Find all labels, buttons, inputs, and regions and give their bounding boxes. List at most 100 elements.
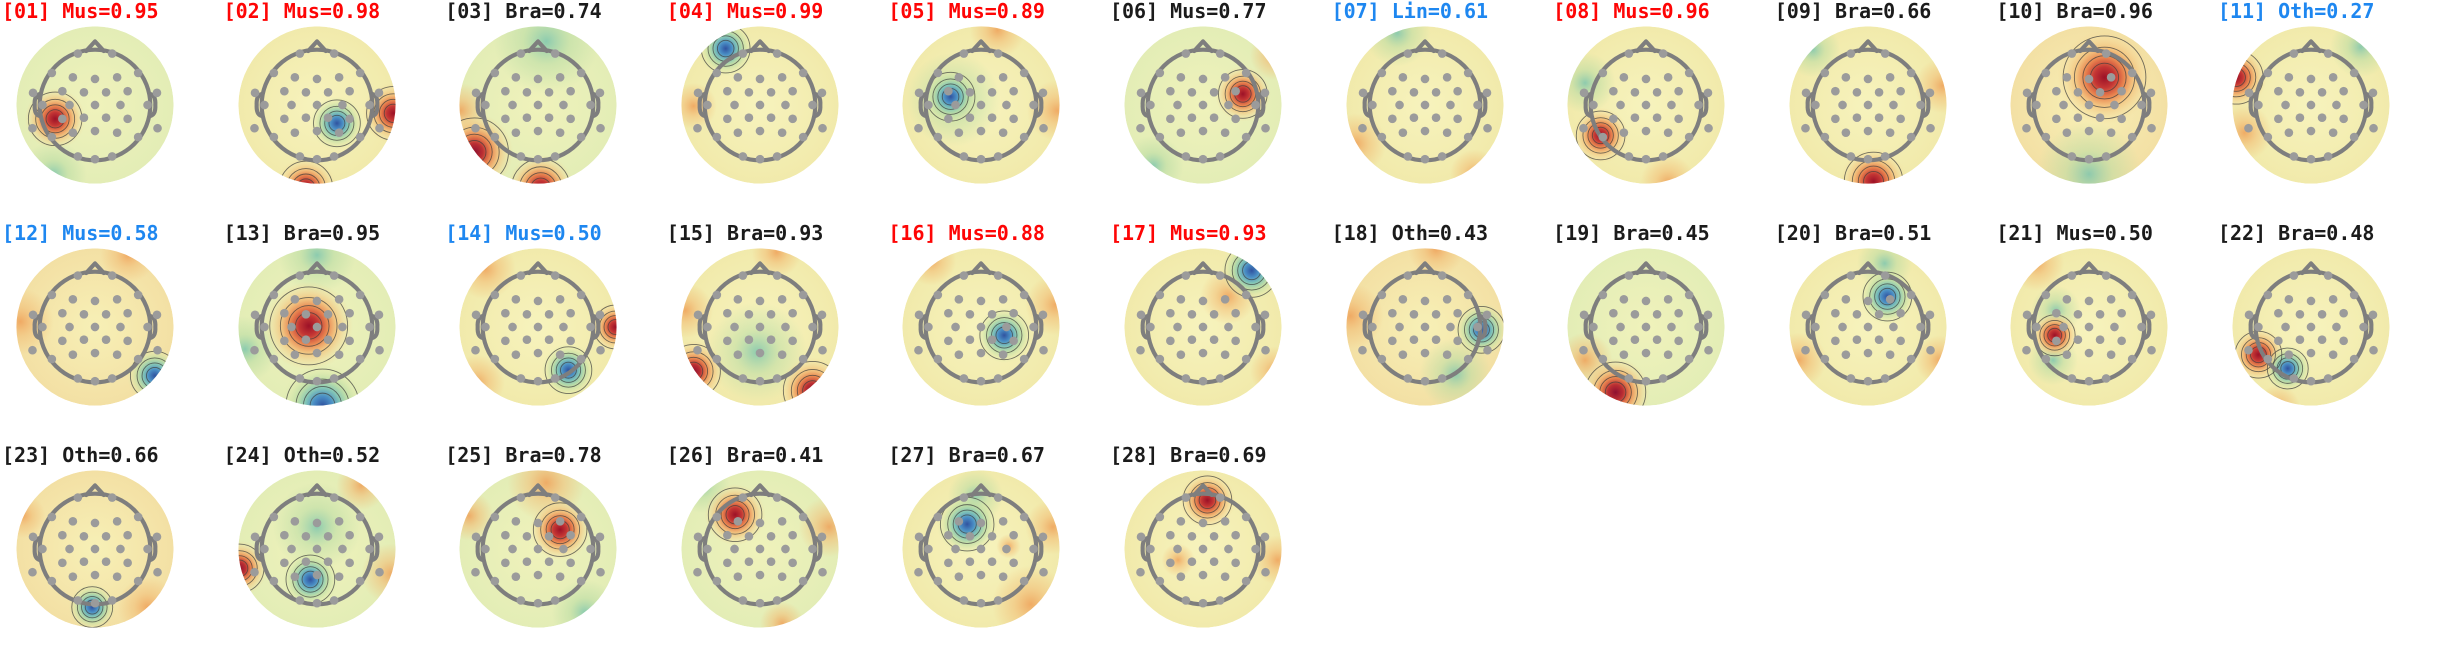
left-ear-outline — [254, 535, 264, 563]
nose-outline — [748, 483, 771, 498]
component-title: [05] Mus=0.89 — [888, 0, 1045, 23]
component-topomap — [459, 248, 617, 406]
right-ear-outline — [2363, 91, 2374, 119]
nose-outline — [84, 483, 106, 498]
component-cell: [27] Bra=0.67 — [886, 444, 1108, 666]
right-ear-outline — [1034, 535, 1044, 563]
right-ear-outline — [1255, 535, 1266, 563]
nose-outline — [2078, 261, 2101, 276]
right-ear-outline — [369, 535, 380, 563]
component-title: [09] Bra=0.66 — [1774, 0, 1932, 23]
nose-outline — [84, 261, 106, 276]
electrode-dots — [914, 271, 1049, 386]
right-ear-outline — [812, 91, 823, 119]
left-ear-outline — [2026, 313, 2037, 341]
component-cell: [22] Bra=0.48 — [2216, 222, 2438, 444]
right-ear-outline — [147, 91, 158, 119]
nose-outline — [2300, 261, 2322, 276]
component-title: [27] Bra=0.67 — [888, 443, 1045, 467]
left-ear-outline — [918, 91, 929, 119]
right-ear-outline — [369, 313, 380, 341]
nose-outline — [1856, 261, 1879, 276]
electrode-dots — [2022, 271, 2157, 386]
component-cell: [07] Lin=0.61 — [1330, 0, 1552, 222]
right-ear-outline — [2142, 313, 2152, 341]
component-cell: [23] Oth=0.66 — [0, 444, 222, 666]
right-ear-outline — [812, 313, 823, 341]
component-title: [07] Lin=0.61 — [1331, 0, 1489, 23]
component-cell: [06] Mus=0.77 — [1108, 0, 1330, 222]
left-ear-outline — [32, 91, 43, 119]
component-cell: [21] Mus=0.50 — [1994, 222, 2216, 444]
right-ear-outline — [1698, 313, 1709, 341]
component-cell: [24] Oth=0.52 — [222, 444, 444, 666]
component-title: [21] Mus=0.50 — [1996, 221, 2153, 245]
electrode-dots — [1579, 49, 1713, 164]
left-ear-outline — [1583, 91, 1594, 119]
component-title: [22] Bra=0.48 — [2217, 221, 2375, 245]
left-ear-outline — [2248, 91, 2259, 119]
component-title: [04] Mus=0.99 — [666, 0, 824, 23]
component-cell: [26] Bra=0.41 — [665, 444, 887, 666]
nose-outline — [305, 261, 328, 276]
nose-outline — [1192, 261, 1214, 276]
component-topomap — [902, 470, 1060, 628]
nose-outline — [527, 39, 550, 54]
electrode-dots — [692, 493, 827, 608]
left-ear-outline — [254, 91, 264, 119]
component-topomap — [902, 26, 1060, 184]
nose-outline — [748, 261, 771, 276]
electrode-dots — [1136, 49, 1270, 164]
component-title: [03] Bra=0.74 — [445, 0, 602, 23]
electrode-dots — [471, 271, 606, 386]
right-ear-outline — [590, 535, 601, 563]
component-cell: [10] Bra=0.96 — [1994, 0, 2216, 222]
component-topomap — [2010, 248, 2168, 406]
component-cell: [08] Mus=0.96 — [1551, 0, 1773, 222]
left-ear-outline — [2026, 91, 2037, 119]
right-ear-outline — [1255, 91, 1266, 119]
component-title: [13] Bra=0.95 — [223, 221, 381, 245]
left-ear-outline — [32, 313, 43, 341]
component-topomap — [459, 470, 617, 628]
right-ear-outline — [1477, 313, 1487, 341]
electrode-dots — [1800, 271, 1935, 386]
nose-outline — [1413, 261, 1436, 276]
left-ear-outline — [2248, 313, 2259, 341]
left-ear-outline — [1583, 313, 1594, 341]
component-title: [14] Mus=0.50 — [445, 221, 602, 245]
component-cell: [13] Bra=0.95 — [222, 222, 444, 444]
component-topomap — [1567, 26, 1725, 184]
left-ear-outline — [1805, 313, 1816, 341]
component-cell: [15] Bra=0.93 — [665, 222, 887, 444]
left-ear-outline — [475, 313, 486, 341]
left-ear-outline — [1362, 91, 1372, 119]
component-topomap — [1567, 248, 1725, 406]
component-title: [25] Bra=0.78 — [445, 443, 602, 467]
component-topomap — [2010, 26, 2168, 184]
left-ear-outline — [1140, 91, 1151, 119]
nose-outline — [2078, 39, 2101, 54]
right-ear-outline — [1477, 91, 1487, 119]
electrode-dots — [249, 493, 384, 608]
component-cell: [11] Oth=0.27 — [2216, 0, 2438, 222]
right-ear-outline — [2363, 313, 2374, 341]
right-ear-outline — [147, 313, 158, 341]
component-topomap — [1124, 26, 1282, 184]
nose-outline — [527, 261, 550, 276]
electrode-dots — [1136, 271, 1270, 386]
nose-outline — [1192, 483, 1214, 498]
left-ear-outline — [697, 313, 708, 341]
electrode-dots — [1136, 493, 1270, 608]
component-topomap — [1345, 26, 1504, 184]
component-cell: [09] Bra=0.66 — [1773, 0, 1995, 222]
left-ear-outline — [697, 535, 708, 563]
right-ear-outline — [1920, 313, 1931, 341]
left-ear-outline — [697, 91, 708, 119]
component-cell: [02] Mus=0.98 — [222, 0, 444, 222]
nose-outline — [527, 483, 550, 498]
component-title: [20] Bra=0.51 — [1774, 221, 1932, 245]
component-title: [19] Bra=0.45 — [1553, 221, 1710, 245]
nose-outline — [1413, 39, 1436, 54]
